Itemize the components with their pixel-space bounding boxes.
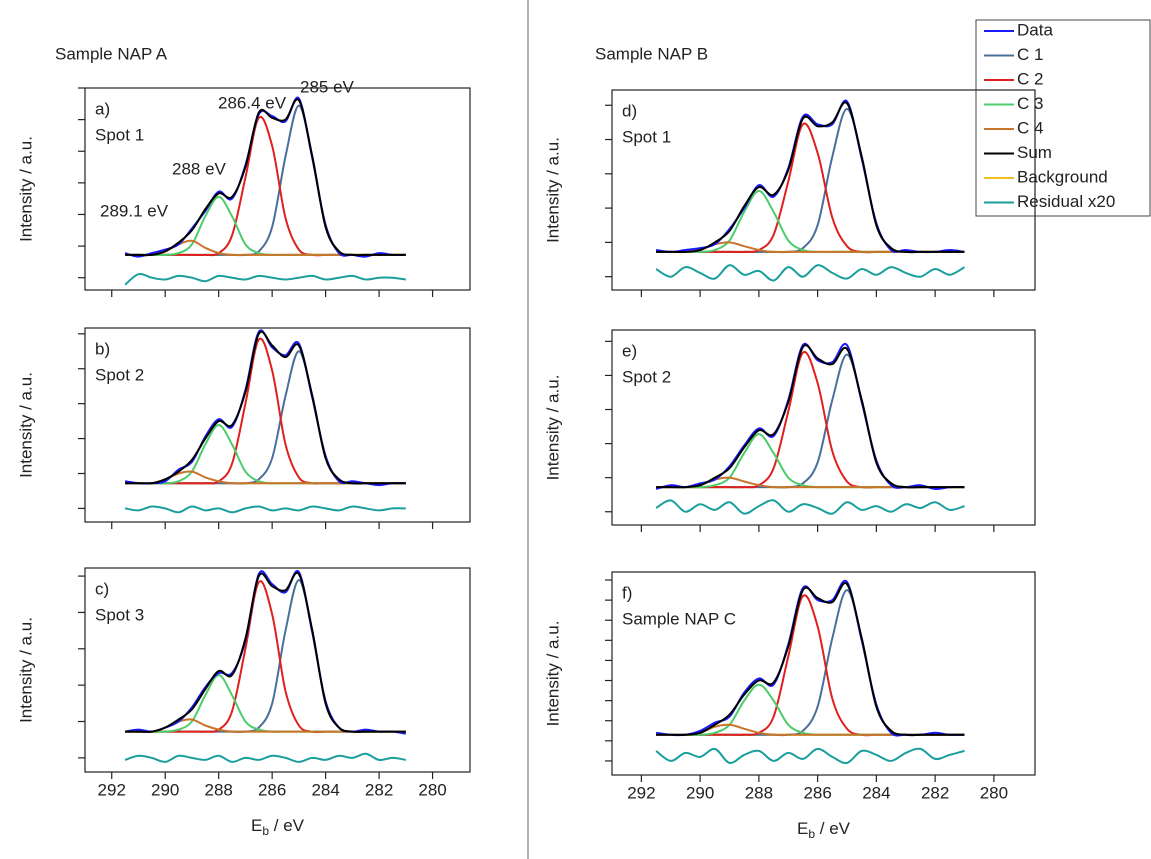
panel-label: f) bbox=[622, 583, 632, 602]
panel-sublabel: Spot 1 bbox=[622, 127, 671, 146]
panel-sublabel: Sample NAP C bbox=[622, 609, 736, 628]
plot-frame bbox=[611, 329, 1036, 526]
column-title: Sample NAP A bbox=[55, 44, 168, 63]
peak-annotation: 289.1 eV bbox=[100, 201, 169, 220]
x-axis-title-rest: / eV bbox=[269, 816, 305, 835]
spectrum-curve bbox=[656, 433, 965, 489]
spectrum-curve bbox=[125, 571, 406, 733]
peak-annotation: 286.4 eV bbox=[218, 93, 287, 112]
x-axis-title-sub: b bbox=[262, 824, 269, 838]
spectrum-curve bbox=[124, 272, 406, 286]
spectrum-curve bbox=[655, 499, 965, 515]
legend-label: Data bbox=[1017, 20, 1053, 39]
x-tick-label: 280 bbox=[980, 783, 1008, 802]
spectrum-curve bbox=[124, 752, 406, 763]
panel-label: b) bbox=[95, 339, 110, 358]
spectrum-curve bbox=[656, 344, 965, 489]
legend-label: C 2 bbox=[1017, 69, 1043, 88]
spectrum-curve bbox=[125, 580, 406, 734]
y-axis-title: Intensity / a.u. bbox=[543, 621, 562, 727]
plot-frame bbox=[611, 89, 1036, 291]
panel-sublabel: Spot 2 bbox=[622, 367, 671, 386]
spectrum-curve bbox=[125, 674, 406, 733]
x-tick-label: 284 bbox=[862, 783, 890, 802]
x-tick-label: 282 bbox=[365, 780, 393, 799]
x-tick-label: 288 bbox=[204, 780, 232, 799]
x-tick-label: 286 bbox=[803, 783, 831, 802]
x-tick-label: 292 bbox=[627, 783, 655, 802]
x-tick-label: 284 bbox=[311, 780, 339, 799]
spectrum-curve bbox=[655, 342, 965, 491]
legend-label: C 1 bbox=[1017, 45, 1043, 64]
panel-label: e) bbox=[622, 341, 637, 360]
x-tick-label: 290 bbox=[151, 780, 179, 799]
spectrum-curve bbox=[656, 190, 965, 254]
y-axis-title: Intensity / a.u. bbox=[16, 617, 35, 723]
x-axis-title-rest: / eV bbox=[815, 819, 851, 838]
spectrum-curve bbox=[125, 98, 406, 257]
spectrum-curve bbox=[656, 350, 965, 489]
x-axis-title: Eb / eV bbox=[251, 816, 305, 838]
x-tick-label: 286 bbox=[258, 780, 286, 799]
spectrum-curve bbox=[125, 115, 406, 257]
panel-sublabel: Spot 1 bbox=[95, 125, 144, 144]
x-tick-label: 280 bbox=[418, 780, 446, 799]
peak-annotation: 288 eV bbox=[172, 159, 227, 178]
spectrum-curve bbox=[124, 569, 406, 735]
peak-annotation: 285 eV bbox=[300, 77, 355, 96]
plot-frame bbox=[84, 87, 471, 291]
plot-frame bbox=[84, 567, 471, 773]
spectrum-curve bbox=[125, 104, 406, 257]
panel-sublabel: Spot 2 bbox=[95, 365, 144, 384]
spectrum-curve bbox=[656, 101, 965, 254]
panel-sublabel: Spot 3 bbox=[95, 605, 144, 624]
column-title: Sample NAP B bbox=[595, 44, 708, 63]
plot-frame bbox=[611, 571, 1036, 776]
panel-label: c) bbox=[95, 579, 109, 598]
legend-label: C 3 bbox=[1017, 94, 1043, 113]
spectrum-curve bbox=[124, 329, 406, 487]
legend-label: Background bbox=[1017, 167, 1108, 186]
spectrum-curve bbox=[656, 122, 965, 254]
y-axis-title: Intensity / a.u. bbox=[16, 372, 35, 478]
spectrum-curve bbox=[125, 337, 406, 485]
x-tick-label: 288 bbox=[745, 783, 773, 802]
y-axis-title: Intensity / a.u. bbox=[543, 137, 562, 243]
y-axis-title: Intensity / a.u. bbox=[543, 375, 562, 481]
spectrum-curve bbox=[656, 582, 965, 737]
spectrum-curve bbox=[656, 683, 965, 736]
spectrum-curve bbox=[125, 424, 406, 485]
x-axis-title-main: E bbox=[251, 816, 262, 835]
spectrum-curve bbox=[124, 505, 406, 514]
x-tick-label: 290 bbox=[686, 783, 714, 802]
x-axis-title-sub: b bbox=[808, 827, 815, 841]
panel-label: d) bbox=[622, 101, 637, 120]
x-tick-label: 292 bbox=[98, 780, 126, 799]
spectrum-curve bbox=[125, 330, 406, 485]
legend-label: Residual x20 bbox=[1017, 192, 1115, 211]
panel-label: a) bbox=[95, 99, 110, 118]
y-axis-title: Intensity / a.u. bbox=[16, 136, 35, 242]
x-axis-title-main: E bbox=[797, 819, 808, 838]
x-axis-title: Eb / eV bbox=[797, 819, 851, 841]
legend-box bbox=[975, 19, 1151, 217]
plot-frame bbox=[84, 327, 471, 523]
spectrum-curve bbox=[125, 350, 406, 485]
x-tick-label: 282 bbox=[921, 783, 949, 802]
spectrum-curve bbox=[125, 579, 406, 733]
spectrum-curve bbox=[656, 353, 965, 489]
spectrum-curve bbox=[655, 264, 966, 282]
spectrum-curve bbox=[655, 99, 965, 254]
spectrum-curve bbox=[655, 747, 965, 765]
legend-label: C 4 bbox=[1017, 118, 1043, 137]
